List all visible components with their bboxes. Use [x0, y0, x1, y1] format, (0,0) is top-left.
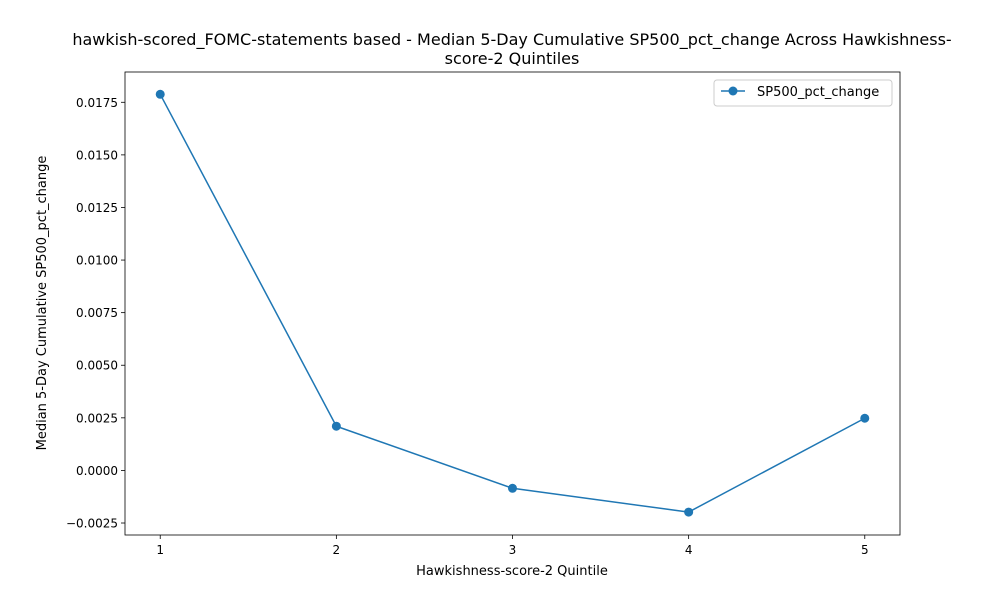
legend-box	[713, 79, 893, 107]
chart-title-line-2: score-2 Quintiles	[445, 49, 580, 68]
y-tick-label: 0.0150	[76, 148, 118, 162]
chart-title-line-1: hawkish-scored_FOMC-statements based - M…	[72, 30, 951, 50]
data-point	[684, 507, 694, 517]
x-tick-label: 3	[509, 543, 517, 557]
y-tick-label: 0.0100	[76, 254, 118, 268]
x-tick-label: 5	[861, 543, 869, 557]
data-point	[155, 89, 165, 99]
y-tick-label: 0.0025	[76, 411, 118, 425]
x-tick-label: 4	[685, 543, 693, 557]
y-tick-label: 0.0125	[76, 201, 118, 215]
x-tick-label: 2	[333, 543, 341, 557]
y-tick-label: 0.0000	[76, 464, 118, 478]
y-tick-label: 0.0050	[76, 359, 118, 373]
legend-marker-swatch	[728, 86, 738, 96]
data-point	[331, 421, 341, 431]
x-axis-ticks: 1 2 3 4 5	[156, 535, 869, 557]
legend-entry-label: SP500_pct_change	[757, 85, 879, 100]
x-tick-label: 1	[156, 543, 164, 557]
x-axis-label: Hawkishness-score-2 Quintile	[416, 564, 608, 579]
y-axis-ticks: −0.0025 0.0000 0.0025 0.0050 0.0075 0.0100 0.0…	[66, 96, 125, 531]
y-tick-label: 0.0075	[76, 306, 118, 320]
series-layer	[155, 89, 870, 517]
chart-legend: SP500_pct_change	[713, 79, 893, 107]
y-tick-label: 0.0175	[76, 96, 118, 110]
data-point	[508, 483, 517, 493]
y-tick-label: −0.0025	[66, 517, 118, 531]
data-point	[860, 413, 870, 423]
y-axis-label: Median 5-Day Cumulative SP500_pct_change	[35, 156, 50, 451]
